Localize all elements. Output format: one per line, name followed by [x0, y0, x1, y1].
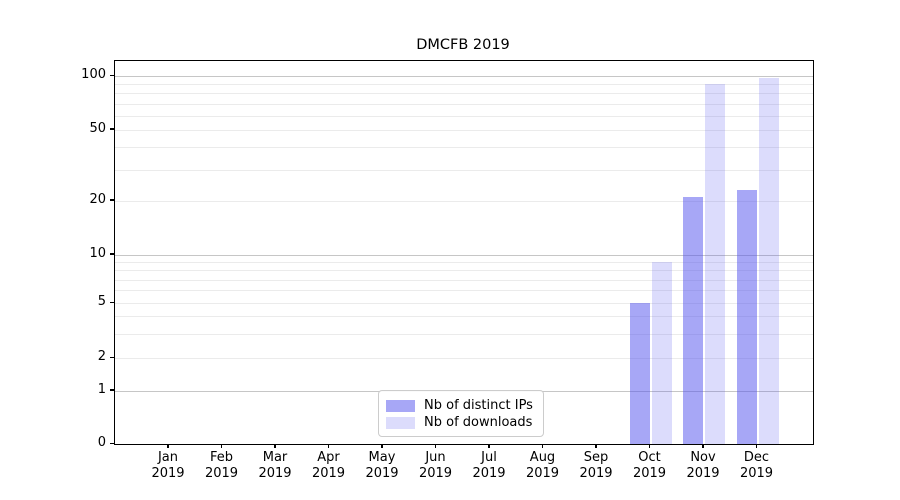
gridline-y-2 — [115, 358, 813, 360]
gridline-y-7 — [115, 279, 813, 281]
legend: Nb of distinct IPs Nb of downloads — [378, 390, 544, 437]
legend-swatch-downloads — [386, 416, 415, 429]
gridline-y-8 — [115, 270, 813, 272]
gridline-y-9 — [115, 262, 813, 264]
y-tick-mark-5 — [110, 301, 114, 304]
gridline-y-6 — [115, 290, 813, 292]
gridline-y-3 — [115, 333, 813, 335]
y-tick-mark-1 — [110, 389, 114, 391]
legend-item-downloads: Nb of downloads — [386, 414, 535, 431]
y-tick-label-2: 2 — [97, 349, 106, 365]
x-tick-mark-jun — [434, 444, 437, 448]
bar-oct-downloads — [651, 262, 672, 444]
y-tick-label-1: 1 — [97, 381, 106, 397]
bar-nov-downloads — [705, 84, 725, 444]
x-tick-label-mar: Mar 2019 — [258, 450, 292, 481]
bar-oct-distinct-ips — [629, 303, 650, 444]
y-tick-label-10: 10 — [89, 245, 106, 261]
x-tick-mark-may — [381, 444, 383, 448]
x-tick-mark-apr — [327, 444, 330, 448]
gridline-y-20 — [115, 200, 813, 202]
x-tick-label-may: May 2019 — [365, 450, 399, 481]
x-tick-mark-sep — [595, 444, 597, 448]
gridline-y-10 — [115, 254, 813, 256]
y-tick-mark-0 — [110, 442, 114, 444]
x-tick-mark-mar — [274, 444, 276, 448]
y-tick-mark-20 — [110, 199, 114, 201]
legend-swatch-distinct-ips — [386, 399, 415, 412]
legend-label-distinct-ips: Nb of distinct IPs — [424, 398, 533, 413]
x-tick-mark-jan — [167, 444, 169, 448]
x-tick-mark-oct — [648, 444, 651, 448]
gridline-y-100 — [115, 76, 813, 77]
bar-dec-downloads — [758, 78, 779, 444]
x-tick-mark-dec — [755, 444, 758, 448]
x-tick-label-jun: Jun 2019 — [418, 450, 453, 481]
y-tick-mark-2 — [110, 356, 114, 359]
y-tick-label-100: 100 — [81, 67, 106, 82]
gridline-y-60 — [115, 115, 813, 117]
x-tick-label-sep: Sep 2019 — [579, 450, 613, 481]
x-tick-label-jul: Jul 2019 — [472, 450, 506, 481]
x-tick-label-aug: Aug 2019 — [525, 450, 560, 481]
legend-label-downloads: Nb of downloads — [424, 415, 533, 430]
y-tick-label-5: 5 — [97, 294, 106, 310]
gridline-y-30 — [115, 169, 813, 171]
gridline-y-5 — [115, 303, 813, 305]
x-tick-label-feb: Feb 2019 — [204, 450, 239, 481]
x-tick-mark-aug — [541, 444, 544, 448]
chart-title: DMCFB 2019 — [416, 37, 510, 53]
x-tick-label-oct: Oct 2019 — [632, 450, 667, 481]
x-tick-label-jan: Jan 2019 — [151, 450, 185, 481]
x-tick-label-apr: Apr 2019 — [311, 450, 346, 481]
bar-nov-distinct-ips — [683, 197, 703, 444]
x-tick-label-nov: Nov 2019 — [686, 450, 720, 481]
gridline-y-90 — [115, 84, 813, 86]
y-tick-mark-50 — [110, 128, 114, 130]
gridline-y-50 — [115, 129, 813, 131]
y-tick-label-20: 20 — [89, 191, 106, 207]
y-tick-mark-100 — [110, 74, 114, 76]
gridline-y-40 — [115, 147, 813, 149]
y-tick-mark-10 — [110, 253, 114, 255]
legend-item-distinct-ips: Nb of distinct IPs — [386, 397, 535, 414]
gridline-y-80 — [115, 93, 813, 95]
gridline-y-4 — [115, 316, 813, 318]
y-tick-label-0: 0 — [97, 435, 106, 450]
x-tick-mark-feb — [220, 444, 223, 448]
gridline-y-70 — [115, 103, 813, 105]
x-tick-mark-nov — [702, 444, 704, 448]
y-tick-label-50: 50 — [89, 120, 106, 136]
plot-area — [114, 60, 814, 445]
x-tick-mark-jul — [488, 444, 490, 448]
bar-dec-distinct-ips — [736, 190, 757, 444]
x-tick-label-dec: Dec 2019 — [739, 450, 774, 481]
